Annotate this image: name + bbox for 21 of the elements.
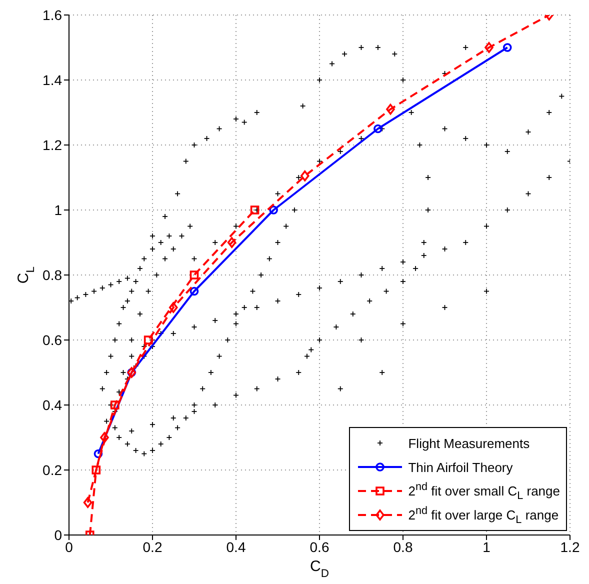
x-tick-label: 0.6 xyxy=(310,538,330,555)
y-tick-label: 1.4 xyxy=(42,72,62,88)
legend-label: Flight Measurements xyxy=(408,436,530,450)
y-tick-label: 0.6 xyxy=(42,332,62,348)
x-tick-label: 1.2 xyxy=(560,538,580,555)
x-tick-label: 0 xyxy=(65,538,74,555)
x-tick-label: 0.8 xyxy=(393,538,413,555)
x-tick-label: 0.2 xyxy=(142,538,162,555)
y-tick-label: 1.6 xyxy=(42,6,62,23)
legend-label: 2$^{nd}$ fit over small C$_{L}$ range xyxy=(408,480,560,502)
x-axis-title: C$_{D}$ xyxy=(310,558,329,580)
legend-label: Thin Airfoil Theory xyxy=(408,460,513,474)
y-tick-label: 0 xyxy=(54,526,62,543)
y-tick-label: 1.2 xyxy=(42,136,62,153)
x-tick-label: 1 xyxy=(482,538,491,555)
y-tick-label: 1 xyxy=(54,202,62,218)
legend-label: 2$^{nd}$ fit over large C$_{L}$ range xyxy=(408,504,559,526)
x-tick-label: 0.4 xyxy=(226,538,246,555)
y-tick-label: 0.2 xyxy=(42,462,62,478)
y-tick-label: 0.4 xyxy=(42,396,62,413)
y-tick-label: 0.8 xyxy=(42,266,62,283)
